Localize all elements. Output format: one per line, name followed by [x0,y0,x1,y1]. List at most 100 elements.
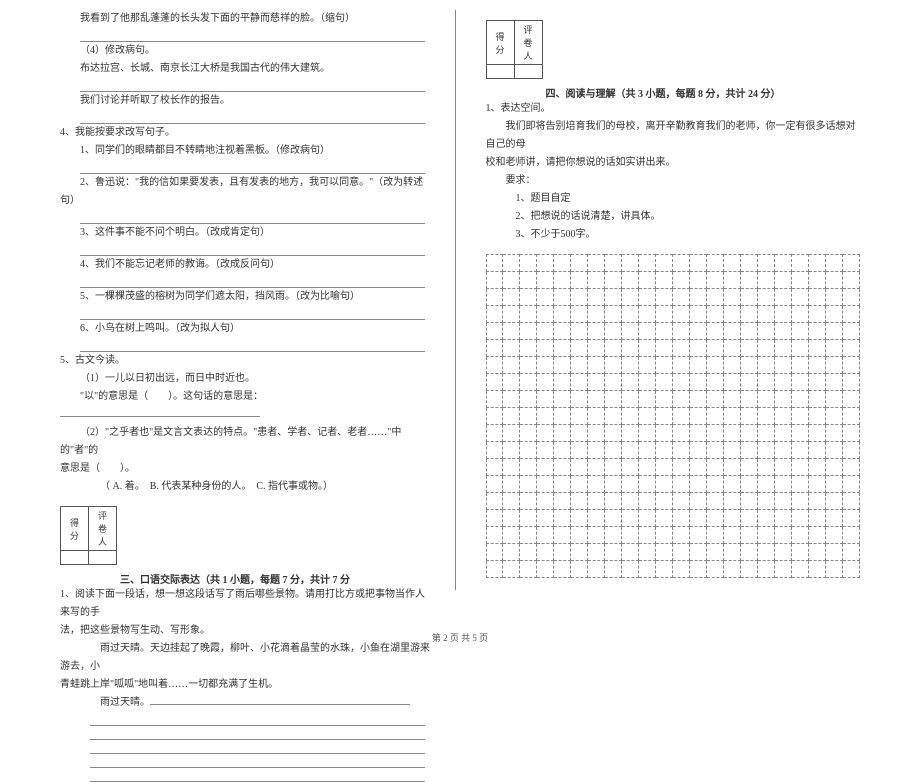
grid-cell [486,374,503,391]
grid-cell [842,391,859,408]
grid-cell [486,340,503,357]
grid-cell [656,323,673,340]
grid-cell [571,272,588,289]
grid-cell [741,391,758,408]
grid-cell [554,255,571,272]
grid-cell [707,357,724,374]
grid-cell [554,510,571,527]
grid-cell [639,272,656,289]
grid-cell [520,289,537,306]
grid-cell [707,476,724,493]
grid-cell [758,527,775,544]
grid-cell [758,306,775,323]
grid-cell [741,425,758,442]
grid-cell [774,544,791,561]
grid-cell [639,340,656,357]
grid-cell [791,561,808,578]
grid-cell [554,272,571,289]
grid-cell [622,425,639,442]
grid-cell [639,510,656,527]
q3-body3: 雨过天晴。 [60,694,435,712]
grid-cell [537,255,554,272]
q4s-4: 4、我们不能忘记老师的教诲。（改成反问句） [60,256,435,274]
grid-cell [791,510,808,527]
grid-cell [503,442,520,459]
grid-cell [825,408,842,425]
grid-cell [690,561,707,578]
grid-cell [808,561,825,578]
grid-cell [486,544,503,561]
grid-cell [774,272,791,289]
grid-cell [741,289,758,306]
grid-cell [741,340,758,357]
answer-blank [90,712,425,726]
score-cell [486,65,514,79]
grid-cell [537,306,554,323]
grid-cell [656,391,673,408]
grid-cell [673,510,690,527]
grid-cell [554,459,571,476]
grid-cell [842,425,859,442]
grid-cell [554,442,571,459]
grid-cell [554,544,571,561]
grid-cell [537,459,554,476]
q4s-6: 6、小鸟在树上鸣叫。（改为拟人句） [60,320,435,338]
grid-cell [707,510,724,527]
grid-cell [622,306,639,323]
grid-cell [690,425,707,442]
answer-blank [80,306,425,320]
grid-cell [741,323,758,340]
grid-cell [825,425,842,442]
grid-cell [639,425,656,442]
grid-cell [639,561,656,578]
grid-cell [639,442,656,459]
grid-cell [503,527,520,544]
grid-cell [622,527,639,544]
grid-cell [774,476,791,493]
grid-cell [571,493,588,510]
grid-cell [503,323,520,340]
section-3-title: 三、口语交际表达（共 1 小题，每题 7 分，共计 7 分 [120,571,435,586]
grid-cell [758,323,775,340]
grid-cell [622,544,639,561]
grid-cell [622,374,639,391]
grid-cell [605,255,622,272]
answer-blank [80,160,425,174]
grid-cell [571,425,588,442]
grid-cell [605,476,622,493]
grid-cell [656,561,673,578]
grid-cell [639,306,656,323]
grid-cell [707,340,724,357]
grid-cell [605,561,622,578]
grid-cell [622,510,639,527]
grid-cell [639,527,656,544]
grid-cell [724,442,741,459]
grid-cell [486,391,503,408]
grid-cell [486,493,503,510]
grid-cell [588,391,605,408]
grid-cell [605,306,622,323]
grid-cell [537,527,554,544]
grid-cell [825,493,842,510]
grid-cell [656,272,673,289]
grid-cell [673,442,690,459]
grid-cell [605,510,622,527]
answer-inline [150,694,410,705]
q5-title: 5、古文今读。 [60,352,435,370]
r-req-1: 1、题目自定 [486,190,861,208]
grid-cell [486,255,503,272]
grid-cell [520,442,537,459]
grid-cell [673,476,690,493]
q5-1a: "以"的意思是（ ）。这句话的意思是： [60,388,435,424]
grid-cell [554,323,571,340]
grid-cell [690,374,707,391]
grid-cell [605,544,622,561]
grid-table [486,254,861,578]
grid-cell [774,340,791,357]
grid-cell [724,561,741,578]
grid-cell [571,544,588,561]
grid-cell [808,442,825,459]
grid-cell [605,272,622,289]
grid-cell [537,493,554,510]
grid-cell [758,374,775,391]
